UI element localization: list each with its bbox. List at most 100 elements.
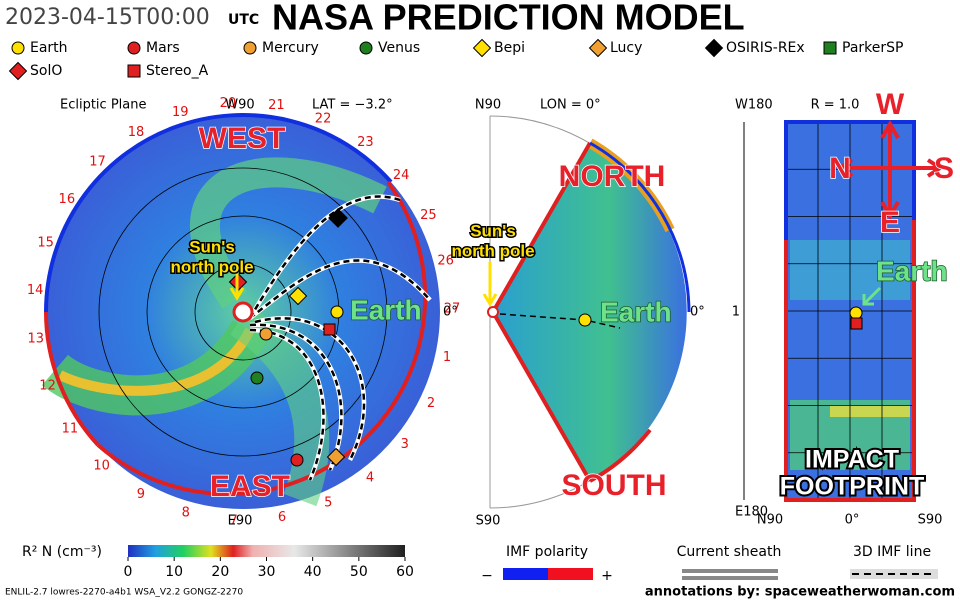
- colorbar-tick-label: 40: [304, 564, 322, 580]
- legend-marker: [127, 41, 141, 55]
- sun: [487, 306, 499, 318]
- legend-label: Venus: [378, 40, 420, 56]
- density-band: [189, 157, 387, 309]
- compass: [836, 119, 944, 221]
- sector-label: 2: [427, 396, 435, 411]
- axis-label: S90: [476, 514, 501, 529]
- sector-label: 16: [59, 192, 76, 207]
- legend-marker: [359, 41, 373, 55]
- imf-negative: [503, 568, 548, 580]
- sector-label: 22: [315, 111, 332, 126]
- imf-line: [248, 195, 401, 319]
- sector-label: 17: [89, 154, 106, 169]
- colorbar-tick-label: 30: [258, 564, 276, 580]
- timezone: UTC: [228, 12, 259, 28]
- annotation: north pole: [451, 241, 534, 260]
- legend-label: Bepi: [494, 40, 525, 56]
- rim-red: [96, 180, 428, 497]
- mercury-marker: [259, 327, 273, 341]
- compass-label: E: [880, 206, 900, 239]
- axis-label: E180: [735, 505, 768, 520]
- sector-label: 5: [324, 495, 332, 510]
- sector-label: 12: [39, 379, 56, 394]
- sector-label: 7: [229, 513, 237, 528]
- annotation: Sun's: [189, 237, 235, 256]
- footprint-rim: [784, 220, 916, 502]
- sector-label: 15: [37, 236, 54, 251]
- legend-label: Lucy: [610, 40, 642, 56]
- legend-label: Mars: [146, 40, 180, 56]
- legend-label: Stereo_A: [146, 63, 209, 79]
- sector-label: 18: [128, 125, 145, 140]
- sector-label: 3: [401, 437, 409, 452]
- venus-marker: [250, 371, 264, 385]
- imf-lines: [248, 194, 432, 481]
- axis-label: 0°: [443, 305, 458, 320]
- rim-blue: [44, 113, 393, 313]
- annotation: Sun's: [470, 221, 516, 240]
- sector-label: 6: [278, 510, 286, 525]
- sector-label: 10: [93, 458, 110, 473]
- annotation: FOOTPRINT: [780, 473, 924, 501]
- imf-line-label: 3D IMF line: [853, 544, 931, 560]
- axis-label: 1: [732, 305, 740, 320]
- colorbar-label: R² N (cm⁻³): [22, 544, 102, 560]
- footprint-panel: W180 R = 1.0 E180 1 N90 0° S90 W N S E E…: [732, 87, 955, 528]
- lucy-marker: [326, 447, 346, 467]
- colorbar-tick-label: 60: [396, 564, 414, 580]
- legend-marker: [588, 38, 608, 58]
- imf-positive: [548, 568, 593, 580]
- pole-arrow: [229, 272, 245, 301]
- rings: [98, 167, 388, 457]
- sector-label: 9: [137, 487, 145, 502]
- title: NASA PREDICTION MODEL: [272, 0, 745, 38]
- lat-label: LAT = −3.2°: [312, 98, 393, 113]
- sector-label: 20: [220, 96, 237, 111]
- axis-label: 0°: [690, 305, 705, 320]
- imf-plus: +: [601, 568, 613, 584]
- sector-label: 1: [443, 350, 451, 365]
- annotation: SOUTH: [562, 469, 667, 502]
- annotation: NORTH: [559, 160, 666, 193]
- imf-minus: −: [481, 568, 493, 584]
- wedge: [493, 143, 687, 481]
- annotation: Earth: [350, 294, 422, 325]
- sector-label: 25: [420, 208, 437, 223]
- density-band: [57, 327, 255, 396]
- earth-marker: [578, 313, 592, 327]
- legend-marker: [823, 41, 837, 55]
- stereo-marker: [850, 317, 863, 330]
- radius-label: R = 1.0: [811, 98, 860, 113]
- legend-label: OSIRIS-REx: [726, 40, 805, 56]
- bepi-marker: [288, 286, 308, 306]
- legend-marker: [704, 38, 724, 58]
- annotation: Earth: [876, 255, 948, 286]
- earth-arrow: [862, 286, 882, 306]
- stereo-marker: [323, 323, 336, 336]
- colorbar: [128, 545, 405, 557]
- legend-marker: [11, 41, 25, 55]
- pole-arrow: [482, 262, 498, 307]
- imf-line: [254, 317, 366, 461]
- imf-line: [249, 259, 431, 319]
- axis-label: E90: [228, 514, 253, 529]
- density-patch: [830, 405, 910, 417]
- earth-marker: [330, 305, 344, 319]
- imf-line: [249, 323, 343, 471]
- sector-label: 27: [444, 302, 461, 317]
- colorbar-tick-label: 10: [165, 564, 183, 580]
- sun: [232, 301, 254, 323]
- axis-label: N90: [475, 98, 501, 113]
- axis-label: S90: [918, 513, 943, 528]
- sector-label: 26: [437, 253, 454, 268]
- annotation: Earth: [600, 296, 672, 327]
- meridional-panel: N90 LON = 0° S90 0° NORTH SOUTH Sun's no…: [450, 98, 705, 529]
- ring: [98, 167, 388, 457]
- compass-label: N: [829, 152, 851, 185]
- model-info: ENLIL-2.7 lowres-2270-a4b1 WSA_V2.2 GONG…: [5, 588, 243, 598]
- osiris-marker: [328, 208, 348, 228]
- earth-marker: [849, 306, 863, 320]
- sector-label: 11: [62, 422, 79, 437]
- sheath-symbol: [682, 569, 778, 580]
